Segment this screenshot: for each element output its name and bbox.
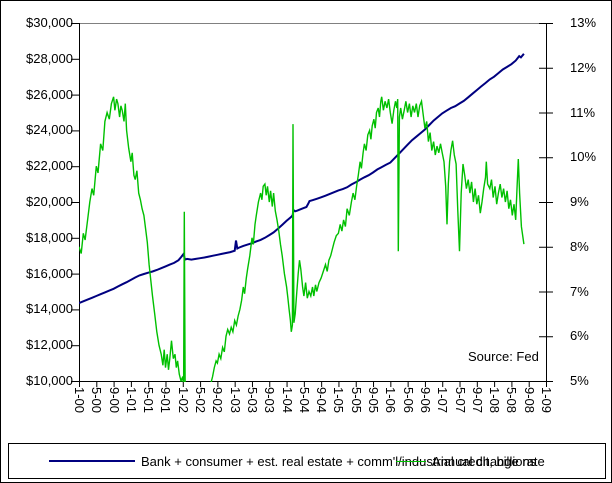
- x-axis-label: 1-03: [227, 387, 243, 414]
- x-axis-label: 9-03: [262, 387, 278, 414]
- x-axis-label: 1-02: [175, 387, 191, 414]
- y-axis-right-label: 6%: [570, 328, 589, 344]
- y-axis-right-label: 10%: [570, 149, 597, 165]
- x-axis-label: 1-07: [435, 387, 451, 414]
- legend-label-rate: Annual change rate: [432, 453, 545, 469]
- y-axis-left-label: $30,000: [26, 15, 73, 30]
- x-axis-label: 5-00: [89, 387, 105, 414]
- x-axis-label: 5-06: [400, 387, 416, 414]
- y-axis-left-label: $14,000: [26, 301, 73, 317]
- x-axis-label: 5-08: [504, 387, 520, 414]
- x-axis-label: 5-07: [452, 387, 468, 414]
- x-axis-label: 5-04: [296, 387, 312, 414]
- legend-item-rate: Annual change rate: [396, 444, 545, 478]
- credit-line-sample-icon: [49, 460, 135, 462]
- x-axis-label: 5-05: [348, 387, 364, 414]
- y-axis-right-label: 5%: [570, 373, 589, 388]
- x-axis-label: 9-06: [417, 387, 433, 414]
- x-axis-label: 5-02: [193, 387, 209, 414]
- y-axis-right-label: 8%: [570, 238, 589, 254]
- x-axis-label: 1-00: [72, 387, 87, 414]
- y-axis-right-label: 12%: [570, 59, 597, 75]
- x-axis-label: 9-01: [158, 387, 174, 414]
- legend: Bank + consumer + est. real estate + com…: [8, 443, 606, 479]
- y-axis-left-label: $28,000: [26, 50, 73, 66]
- y-axis-left-label: $12,000: [26, 337, 73, 353]
- x-axis-label: 9-08: [521, 387, 537, 414]
- x-axis-label: 1-06: [383, 387, 399, 414]
- x-axis-label: 9-07: [469, 387, 485, 414]
- y-axis-left-label: $18,000: [26, 229, 73, 245]
- x-axis-label: 1-05: [331, 387, 347, 414]
- y-axis-right-label: 7%: [570, 283, 589, 299]
- y-axis-left-label: $22,000: [26, 158, 73, 174]
- x-axis-label: 9-00: [106, 387, 122, 414]
- x-axis-label: 1-08: [487, 387, 503, 414]
- change-rate-line: [79, 96, 525, 382]
- x-axis-label: 5-03: [244, 387, 260, 414]
- x-axis-label: 9-04: [314, 387, 330, 414]
- x-axis-label: 1-09: [539, 387, 554, 414]
- y-axis-left-label: $10,000: [26, 373, 73, 388]
- x-axis-label: 9-02: [210, 387, 226, 414]
- x-axis-label: 1-04: [279, 387, 295, 414]
- y-axis-left-label: $16,000: [26, 265, 73, 281]
- rate-line-sample-icon: [396, 460, 426, 462]
- y-axis-right-label: 13%: [570, 15, 597, 30]
- credit-line: [79, 53, 525, 305]
- y-axis-left-label: $24,000: [26, 122, 73, 138]
- x-axis-label: 9-05: [366, 387, 382, 414]
- legend-label-credit: Bank + consumer + est. real estate + com…: [141, 453, 537, 469]
- y-axis-left-label: $26,000: [26, 86, 73, 102]
- source-annotation: Source: Fed: [468, 349, 539, 364]
- y-axis-right-label: 9%: [570, 194, 589, 209]
- x-axis-label: 1-01: [123, 387, 139, 414]
- x-axis-label: 5-01: [141, 387, 157, 414]
- y-axis-right-label: 11%: [570, 104, 596, 120]
- legend-item-credit: Bank + consumer + est. real estate + com…: [49, 444, 536, 478]
- y-axis-left-label: $20,000: [26, 194, 73, 209]
